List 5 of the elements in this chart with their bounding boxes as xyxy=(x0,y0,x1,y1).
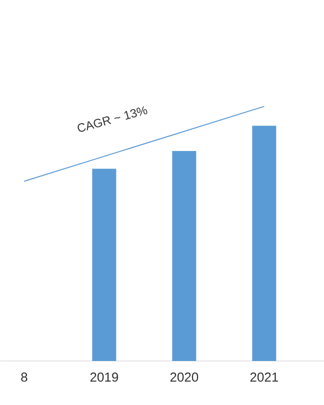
x-tick-label: 8 xyxy=(20,372,28,382)
x-tick-label: 2019 xyxy=(90,372,118,382)
annotation: CAGR ~ 13% xyxy=(77,106,148,132)
x-tick-label: 2021 xyxy=(250,372,278,382)
x-tick-label: 2020 xyxy=(170,372,198,382)
